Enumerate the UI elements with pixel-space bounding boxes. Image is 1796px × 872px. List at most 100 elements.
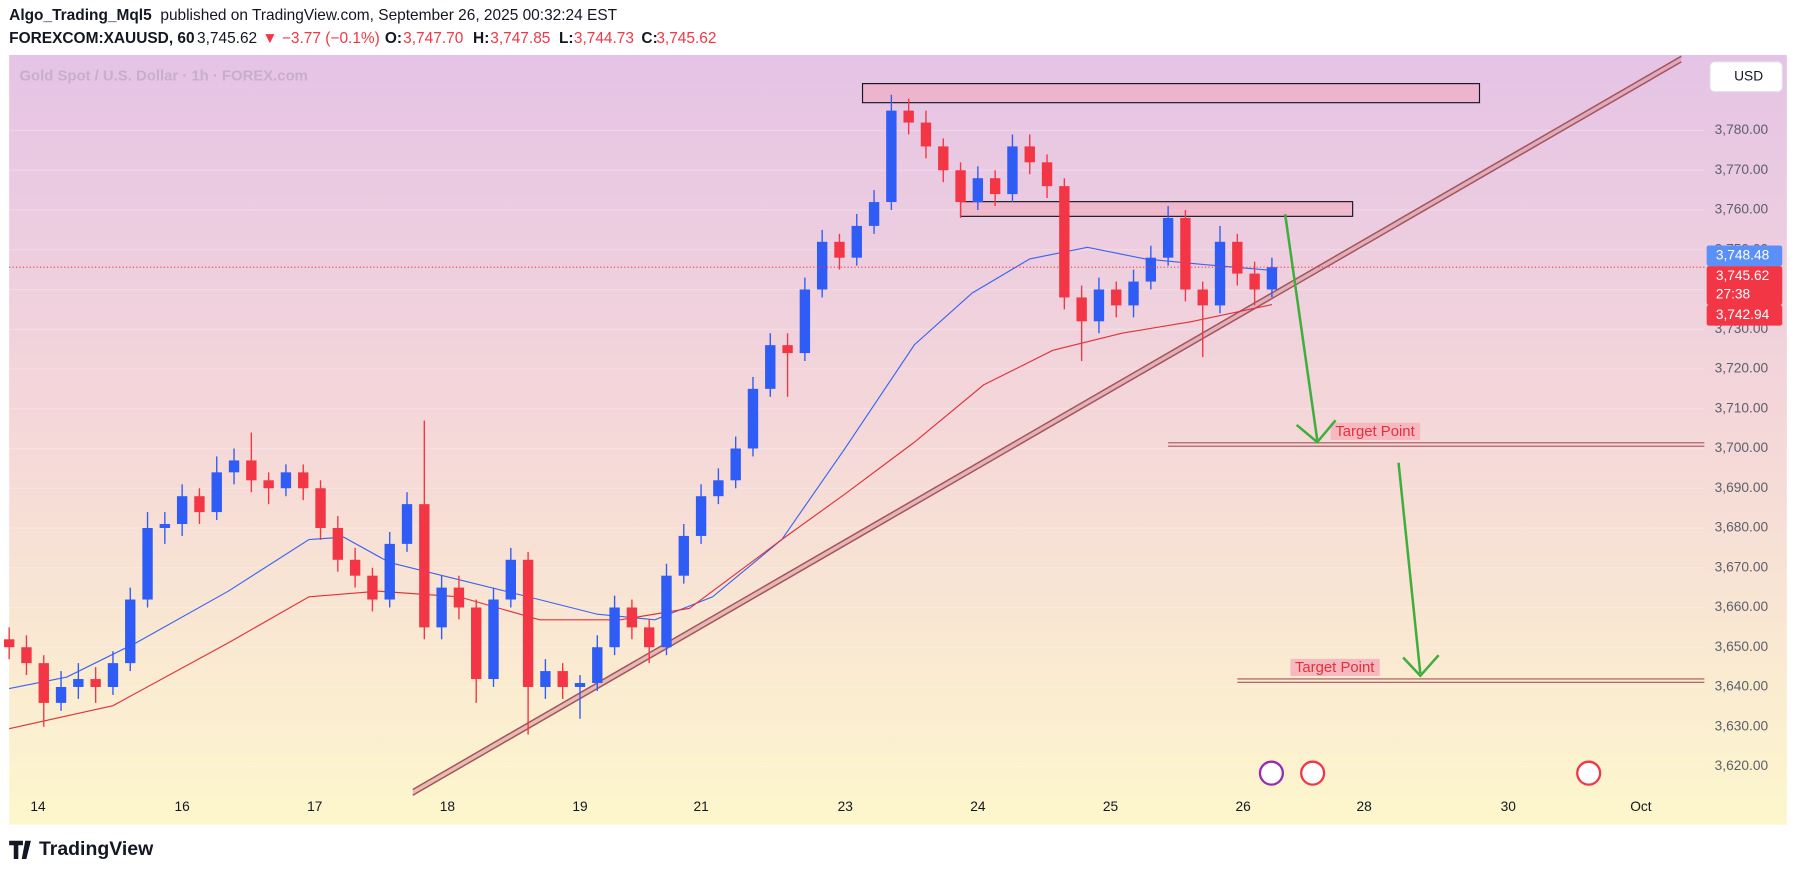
logo-mark bbox=[9, 840, 31, 860]
o-label: O: bbox=[385, 30, 402, 47]
candle-body bbox=[211, 472, 222, 513]
y-tick-label: 3,760.00 bbox=[1715, 202, 1769, 217]
candle-body bbox=[471, 607, 482, 680]
candle-body bbox=[626, 607, 638, 628]
l-value: 3,744.73 bbox=[574, 30, 634, 47]
candle-body bbox=[592, 647, 603, 684]
logo: TradingView bbox=[9, 838, 154, 860]
watermark: Gold Spot / U.S. Dollar · 1h · FOREX.com bbox=[19, 69, 307, 85]
c-value: 3,745.62 bbox=[656, 30, 716, 47]
candle-body bbox=[90, 679, 101, 687]
y-tick-label: 3,680.00 bbox=[1715, 520, 1769, 535]
zone bbox=[861, 83, 1481, 104]
target-label: Target Point bbox=[1295, 660, 1375, 676]
pane-background bbox=[9, 54, 1787, 825]
currency[interactable]: USD bbox=[1734, 68, 1763, 83]
candle-body bbox=[765, 345, 776, 389]
candle-body bbox=[782, 345, 793, 354]
candle-body bbox=[384, 543, 395, 600]
price-label bbox=[1706, 245, 1783, 267]
currency-button[interactable] bbox=[1709, 61, 1783, 93]
candle-body bbox=[1024, 146, 1035, 163]
candle-body bbox=[799, 289, 811, 354]
candle-body bbox=[1041, 162, 1053, 187]
x-tick-label: 30 bbox=[1501, 799, 1517, 814]
y-tick-label: 3,720.00 bbox=[1715, 361, 1769, 376]
y-tick-label: 3,700.00 bbox=[1715, 440, 1769, 455]
candle-body bbox=[280, 472, 292, 489]
candle-body bbox=[643, 627, 655, 648]
published: published on TradingView.com, September … bbox=[160, 7, 617, 24]
candle-body bbox=[1128, 281, 1139, 306]
candle-body bbox=[868, 202, 880, 226]
arrow bbox=[1397, 462, 1440, 678]
candle-body bbox=[834, 241, 845, 258]
h-value: 3,747.85 bbox=[490, 30, 550, 47]
x-tick-label: 17 bbox=[307, 799, 322, 814]
candle-body bbox=[453, 587, 465, 608]
price: 3,745.62 bbox=[197, 30, 257, 47]
y-tick-label: 3,660.00 bbox=[1715, 599, 1769, 614]
x-tick-label: 19 bbox=[572, 799, 587, 814]
x-tick-label: 28 bbox=[1357, 799, 1373, 814]
candle-body bbox=[246, 460, 257, 481]
candle-body bbox=[678, 535, 689, 576]
candle-body bbox=[401, 504, 413, 544]
header: Algo_Trading_Mql5 published on TradingVi… bbox=[9, 7, 716, 47]
x-tick-label: 16 bbox=[175, 799, 191, 814]
candle-body bbox=[747, 388, 759, 449]
candle-body bbox=[972, 178, 984, 203]
price-label-text: 3,742.94 bbox=[1716, 307, 1770, 322]
candle-body bbox=[176, 496, 188, 525]
price-label-text: 3,748.48 bbox=[1716, 247, 1770, 262]
candle-body bbox=[661, 575, 672, 648]
candle-body bbox=[713, 480, 724, 497]
candle-body bbox=[332, 527, 344, 560]
candle-body bbox=[1232, 241, 1243, 274]
candle-body bbox=[125, 599, 136, 664]
indicator-line bbox=[9, 304, 1273, 730]
candle-body bbox=[1249, 273, 1260, 290]
x-tick-label: 25 bbox=[1103, 799, 1119, 814]
candle-body bbox=[298, 472, 309, 489]
candle-body bbox=[21, 647, 32, 664]
trendline-band bbox=[412, 56, 1682, 796]
candle-body bbox=[903, 110, 914, 123]
target-label-bg bbox=[1330, 422, 1421, 440]
x-tick-label: 18 bbox=[440, 799, 456, 814]
author: Algo_Trading_Mql5 bbox=[9, 7, 152, 24]
x-tick-label: 24 bbox=[970, 799, 986, 814]
candle-body bbox=[1145, 257, 1157, 282]
target-label: Target Point bbox=[1335, 424, 1415, 440]
candle-body bbox=[159, 524, 171, 528]
y-tick-label: 3,620.00 bbox=[1715, 758, 1769, 773]
candle-body bbox=[851, 225, 862, 258]
candle-body bbox=[505, 559, 516, 600]
candle-body bbox=[228, 460, 240, 473]
candle-body bbox=[574, 683, 586, 687]
y-tick-label: 3,710.00 bbox=[1715, 400, 1769, 415]
candle-body bbox=[55, 686, 67, 703]
candle-body bbox=[38, 663, 49, 703]
y-tick-label: 3,650.00 bbox=[1715, 639, 1769, 654]
candle-body bbox=[695, 496, 707, 536]
trendline bbox=[412, 55, 1682, 791]
price-label bbox=[1706, 305, 1783, 326]
c-label: C: bbox=[641, 30, 657, 47]
x-tick-label: Oct bbox=[1630, 799, 1652, 814]
price-label bbox=[1706, 266, 1783, 306]
candle-body bbox=[73, 679, 84, 687]
candle-body bbox=[263, 480, 274, 489]
event-icon bbox=[1258, 760, 1285, 786]
zone bbox=[959, 201, 1354, 217]
candle-body bbox=[1180, 217, 1191, 290]
logo-text: TradingView bbox=[39, 838, 154, 860]
y-tick-label: 3,780.00 bbox=[1715, 122, 1769, 137]
candle-body bbox=[540, 671, 551, 687]
target-label-bg bbox=[1290, 658, 1380, 677]
candle-body bbox=[1059, 186, 1070, 298]
countdown: 27:38 bbox=[1716, 286, 1751, 301]
candle-body bbox=[3, 639, 15, 648]
